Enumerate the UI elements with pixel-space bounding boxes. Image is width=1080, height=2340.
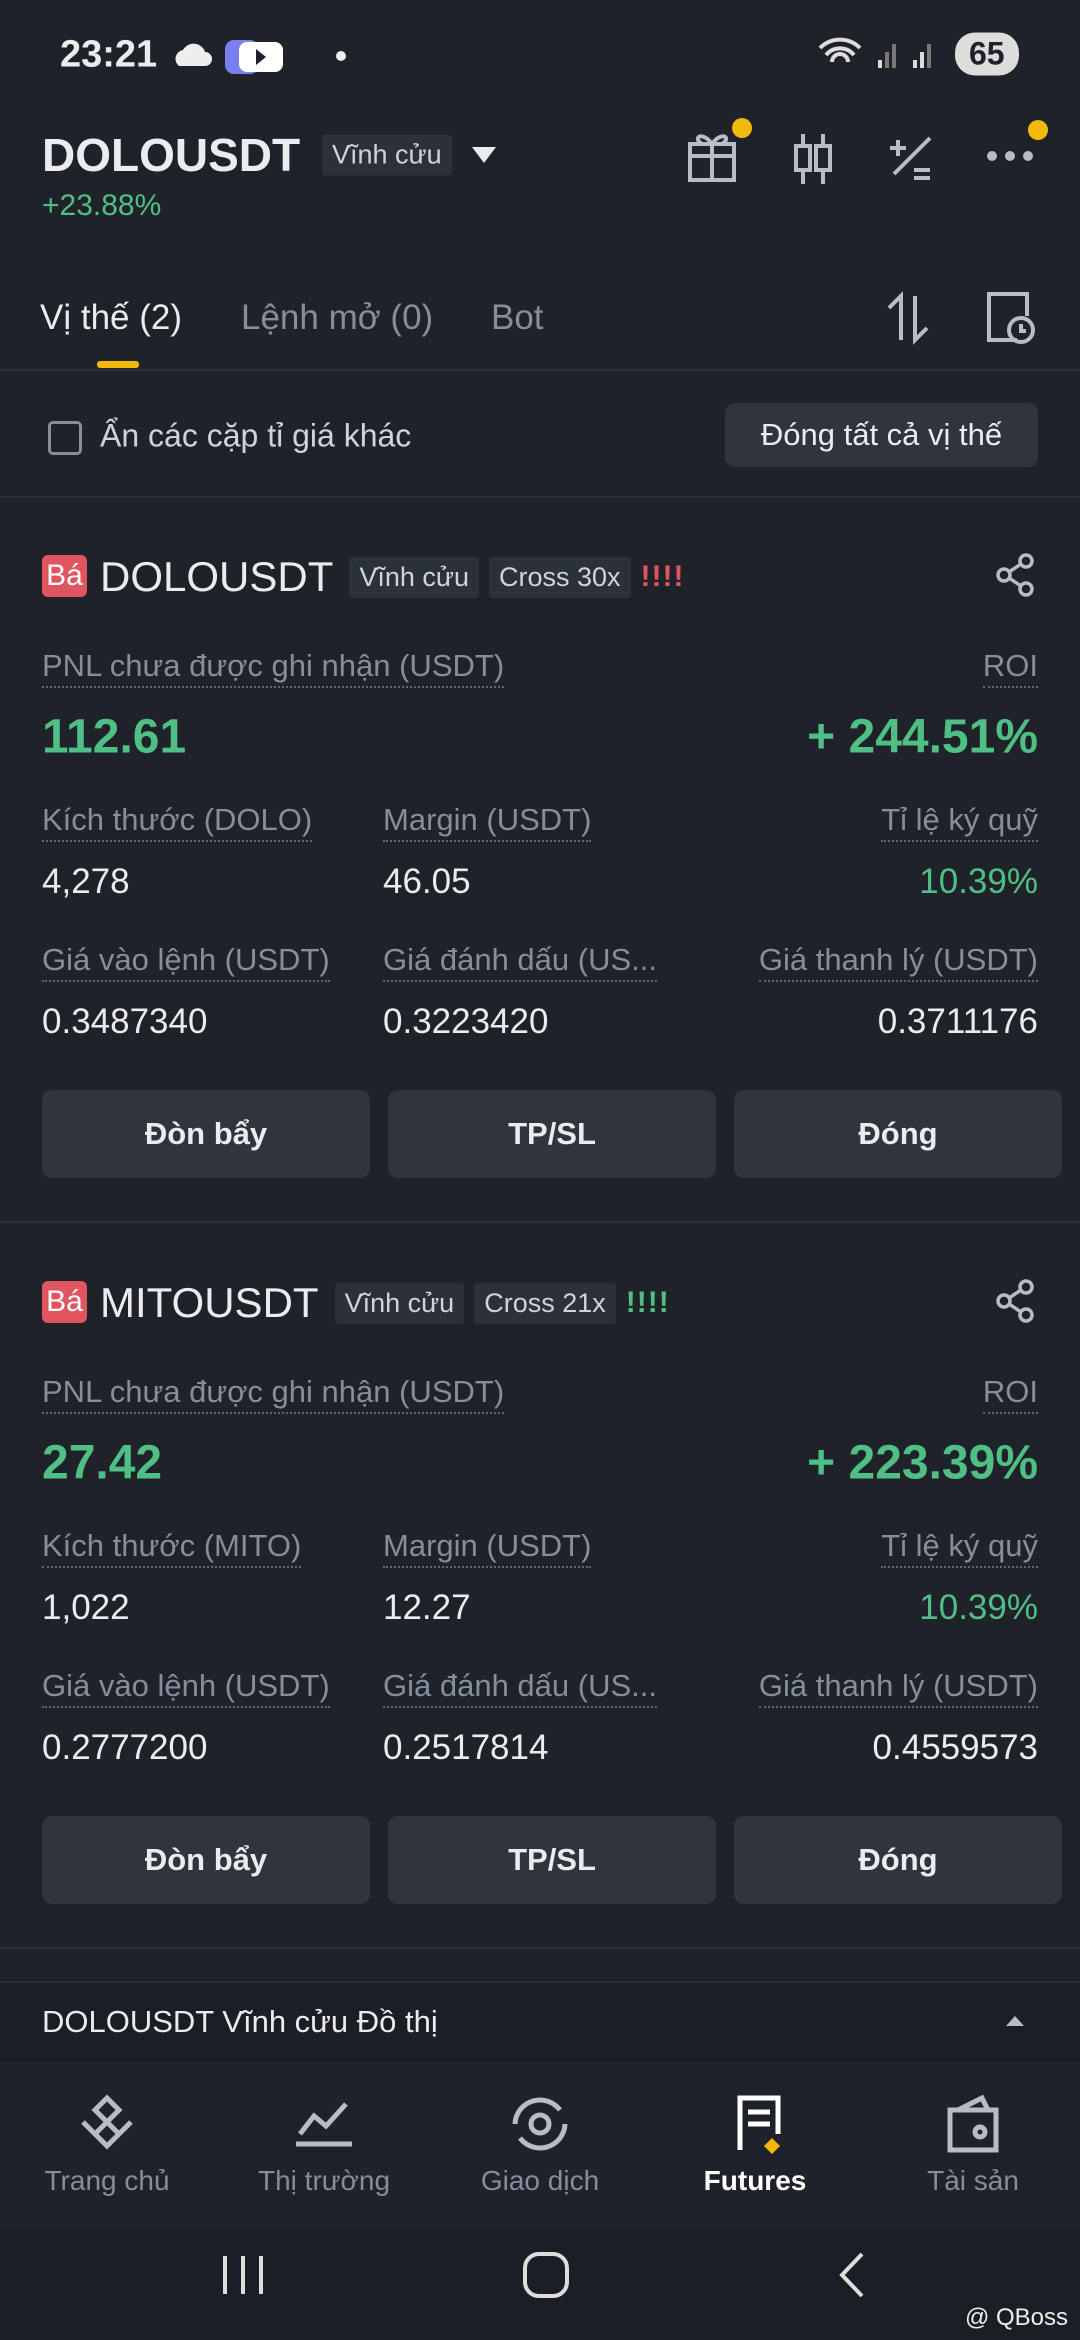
nav-item[interactable]: Tài sản [927,2165,1019,2196]
divider [0,1947,1080,1949]
roi-value: + 244.51% [807,710,1038,764]
field-value: 10.39% [919,862,1038,901]
pnl-value: 27.42 [42,1436,163,1490]
contract-tag: Vĩnh cửu [322,134,452,176]
field-value: 0.3487340 [42,1002,208,1041]
field-value: 0.3223420 [383,1002,549,1041]
position-card: Bá DOLOUSDT Vĩnh cửu Cross 30x!!!! PNL chưa … [0,497,1080,1223]
action-button[interactable]: Đòn bẩy [42,1816,370,1904]
tab-bot[interactable]: Bot [491,298,544,337]
leverage-tag: Cross 21x [474,1282,616,1324]
time: 23:21 [60,33,158,76]
field-value: 0.2517814 [383,1728,549,1767]
tab-positions[interactable]: Vị thế (2) [40,298,182,337]
pnl-label: PNL chưa được ghi nhận (USDT) [42,1374,505,1414]
position-header: MITOUSDT Vĩnh cửu Cross 21x!!!! [100,1279,670,1327]
share-icon[interactable] [994,1279,1038,1323]
contract-tag: Vĩnh cửu [349,556,479,598]
field-value: 0.4559573 [872,1728,1038,1767]
leverage-tag: Cross 30x [489,556,631,598]
position-card: Bá MITOUSDT Vĩnh cửu Cross 21x!!!! PNL chưa … [0,1223,1080,1949]
checkbox-label: Ẩn các cặp tỉ giá khác [100,417,412,454]
action-button[interactable]: Đòn bẩy [42,1090,370,1178]
nav-item[interactable]: Futures [703,2165,807,2196]
action-button[interactable]: TP/SL [388,1816,716,1904]
price-change: +23.88% [42,189,162,222]
signal-icons [818,37,931,68]
battery: 65 [955,32,1019,76]
field-label: Tỉ lệ ký quỹ [881,802,1038,842]
position-header: DOLOUSDT Vĩnh cửu Cross 30x!!!! [100,553,685,601]
field-value: 0.2777200 [42,1728,208,1767]
nav-item[interactable]: Giao dịch [480,2165,600,2196]
roi-label: ROI [982,648,1038,688]
contract-tag: Vĩnh cửu [334,1282,465,1324]
roi-label: ROI [982,1374,1038,1414]
divider [0,496,1080,498]
action-button[interactable]: Đóng [734,1090,1062,1178]
field-label: Giá thanh lý (USDT) [758,1668,1038,1708]
header-actions[interactable] [686,118,1066,188]
side-badge: Bá [42,555,87,597]
field-value: 12.27 [383,1588,471,1627]
divider [0,1221,1080,1223]
field-value: 0.3711176 [877,1002,1038,1041]
nav-item[interactable]: Thị trường [257,2165,391,2196]
field-label: Giá đánh dấu (US... [383,1668,657,1708]
risk-indicator: !!!! [625,1286,670,1319]
nav-item[interactable]: Trang chủ [44,2165,170,2196]
system-buttons[interactable] [0,2250,1080,2300]
action-button[interactable]: TP/SL [388,1090,716,1178]
tab-actions[interactable] [885,290,1045,346]
system-bar [0,2230,1080,2340]
field-value: 46.05 [383,862,471,901]
checkbox[interactable] [48,421,82,455]
chart-bar-label: DOLOUSDT Vĩnh cửu Đồ thị [42,2004,438,2039]
field-label: Giá vào lệnh (USDT) [42,1668,330,1708]
symbol[interactable]: DOLOUSDT [42,129,301,181]
field-value: 10.39% [919,1588,1038,1627]
side-badge: Bá [42,1281,87,1323]
tab-open-orders[interactable]: Lệnh mở (0) [241,298,434,337]
pnl-label: PNL chưa được ghi nhận (USDT) [42,648,505,688]
close-all-button[interactable]: Đóng tất cả vị thế [725,403,1038,467]
field-label: Margin (USDT) [383,802,592,842]
divider [0,369,1080,371]
share-icon[interactable] [994,553,1038,597]
position-symbol: MITOUSDT [100,1279,319,1326]
dropdown[interactable] [470,145,498,165]
field-label: Kích thước (MITO) [42,1528,302,1568]
position-symbol: DOLOUSDT [100,553,334,600]
status-icons [175,40,346,74]
risk-indicator: !!!! [640,560,685,593]
field-value: 1,022 [42,1588,130,1627]
roi-value: + 223.39% [807,1436,1038,1490]
field-label: Giá thanh lý (USDT) [758,942,1038,982]
action-button[interactable]: Đóng [734,1816,1062,1904]
chart-bar[interactable] [0,1981,1080,2065]
pnl-value: 112.61 [42,710,187,764]
field-label: Kích thước (DOLO) [42,802,313,842]
field-label: Margin (USDT) [383,1528,592,1568]
expand-arrow[interactable] [1004,2014,1026,2028]
watermark: @ QBoss [964,2304,1068,2331]
field-label: Giá đánh dấu (US... [383,942,657,982]
nav-icons [81,2094,999,2154]
field-label: Giá vào lệnh (USDT) [42,942,330,982]
field-label: Tỉ lệ ký quỹ [881,1528,1038,1568]
field-value: 4,278 [42,862,130,901]
tab-indicator [97,361,139,368]
